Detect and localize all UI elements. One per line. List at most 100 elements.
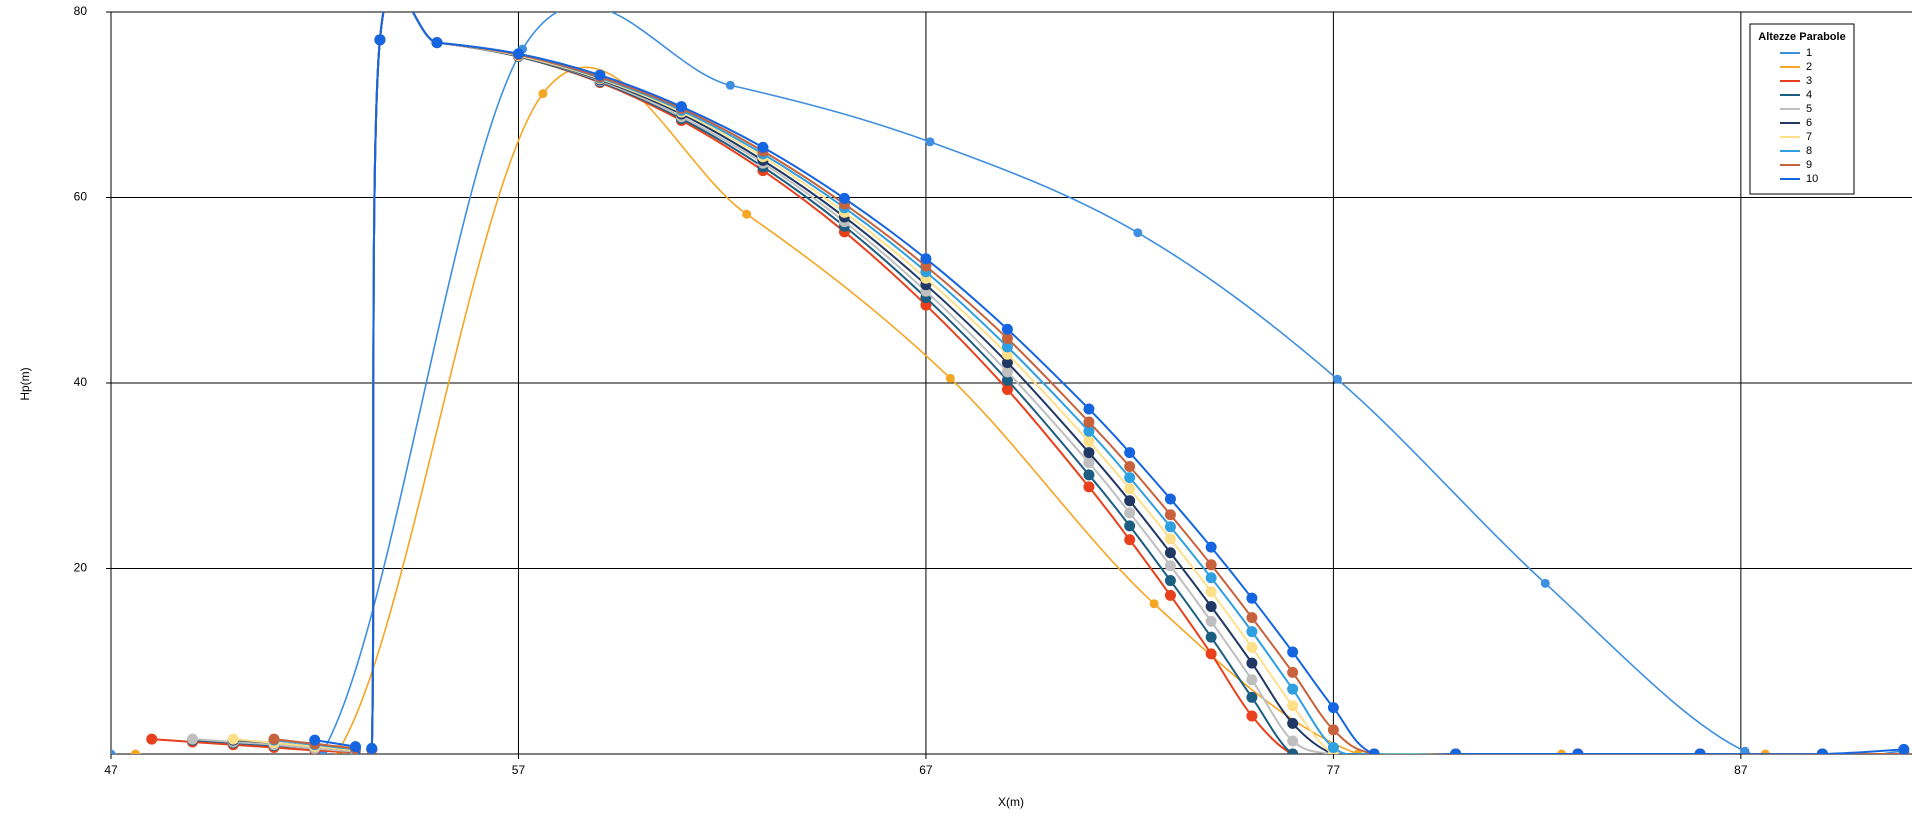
point (1001, 341, 1013, 353)
point (538, 89, 548, 99)
point (1332, 374, 1342, 384)
point (227, 733, 239, 745)
legend-box (1749, 23, 1855, 195)
point (309, 734, 321, 746)
point (1083, 416, 1095, 428)
series (268, 12, 1910, 754)
point (1164, 589, 1176, 601)
series-line (151, 12, 1904, 754)
point (945, 373, 955, 383)
point (757, 141, 769, 153)
point (1246, 657, 1258, 669)
x-tick-label: 77 (1327, 763, 1341, 777)
point (268, 733, 280, 745)
point (1327, 742, 1339, 754)
point (1083, 403, 1095, 415)
point (1287, 717, 1299, 729)
point (1001, 323, 1013, 335)
series-line (192, 12, 1904, 754)
y-tick-label: 80 (74, 4, 88, 18)
point (1327, 702, 1339, 714)
point (1246, 641, 1258, 653)
point (1124, 507, 1136, 519)
y-tick-label: 60 (74, 190, 88, 204)
legend-label: 10 (1806, 173, 1818, 185)
point (1287, 646, 1299, 658)
legend-label: 7 (1806, 131, 1812, 143)
point (1760, 749, 1770, 754)
point (1287, 735, 1299, 747)
point (1164, 547, 1176, 559)
point (431, 37, 443, 49)
point (920, 253, 932, 265)
point (1083, 425, 1095, 437)
point (1694, 748, 1706, 754)
point (1083, 447, 1095, 459)
point (1368, 748, 1380, 754)
series (309, 12, 1910, 754)
point (1164, 509, 1176, 521)
plot-area (111, 12, 1910, 754)
point (1816, 748, 1828, 754)
y-tick-label: 40 (74, 375, 88, 389)
point (366, 742, 378, 754)
point (1164, 493, 1176, 505)
point (1327, 724, 1339, 736)
legend-label: 5 (1806, 103, 1812, 115)
point (1898, 743, 1910, 754)
point (1205, 631, 1217, 643)
point (1205, 648, 1217, 660)
point (1287, 700, 1299, 712)
legend: Altezze Parabole 1 2 3 4 5 6 7 8 9 10 (1749, 23, 1855, 195)
point (1205, 572, 1217, 584)
x-axis-label: X(m) (998, 795, 1024, 809)
point (1205, 559, 1217, 571)
point (1205, 601, 1217, 613)
point (1164, 575, 1176, 587)
x-tick-label: 47 (104, 763, 118, 777)
point (1083, 481, 1095, 493)
legend-label: 4 (1806, 89, 1812, 101)
legend-label: 2 (1806, 61, 1812, 73)
point (1246, 691, 1258, 703)
point (1083, 469, 1095, 481)
point (512, 48, 524, 60)
y-tick-label: 20 (74, 561, 88, 575)
point (594, 69, 606, 81)
point (1124, 495, 1136, 507)
point (675, 101, 687, 113)
x-tick-label: 87 (1734, 763, 1748, 777)
point (1205, 541, 1217, 553)
series (146, 12, 1910, 754)
legend-label: 9 (1806, 159, 1812, 171)
point (1572, 748, 1584, 754)
point (1083, 457, 1095, 469)
point (1124, 520, 1136, 532)
point (1287, 683, 1299, 695)
point (186, 733, 198, 745)
point (1124, 447, 1136, 459)
point (1205, 615, 1217, 627)
legend-label: 6 (1806, 117, 1812, 129)
point (1164, 533, 1176, 545)
x-tick-label: 67 (919, 763, 933, 777)
point (1557, 749, 1567, 754)
series (130, 66, 1770, 754)
point (146, 733, 158, 745)
point (374, 34, 386, 46)
legend-label: 8 (1806, 145, 1812, 157)
point (1124, 472, 1136, 484)
point (925, 137, 935, 147)
point (1246, 710, 1258, 722)
point (1246, 592, 1258, 604)
point (1164, 560, 1176, 572)
series-line (111, 12, 1904, 754)
point (349, 741, 361, 753)
series-line (192, 12, 1904, 754)
point (111, 749, 116, 754)
x-tick-label: 57 (512, 763, 526, 777)
legend-label: 1 (1806, 47, 1812, 59)
point (1001, 366, 1013, 378)
